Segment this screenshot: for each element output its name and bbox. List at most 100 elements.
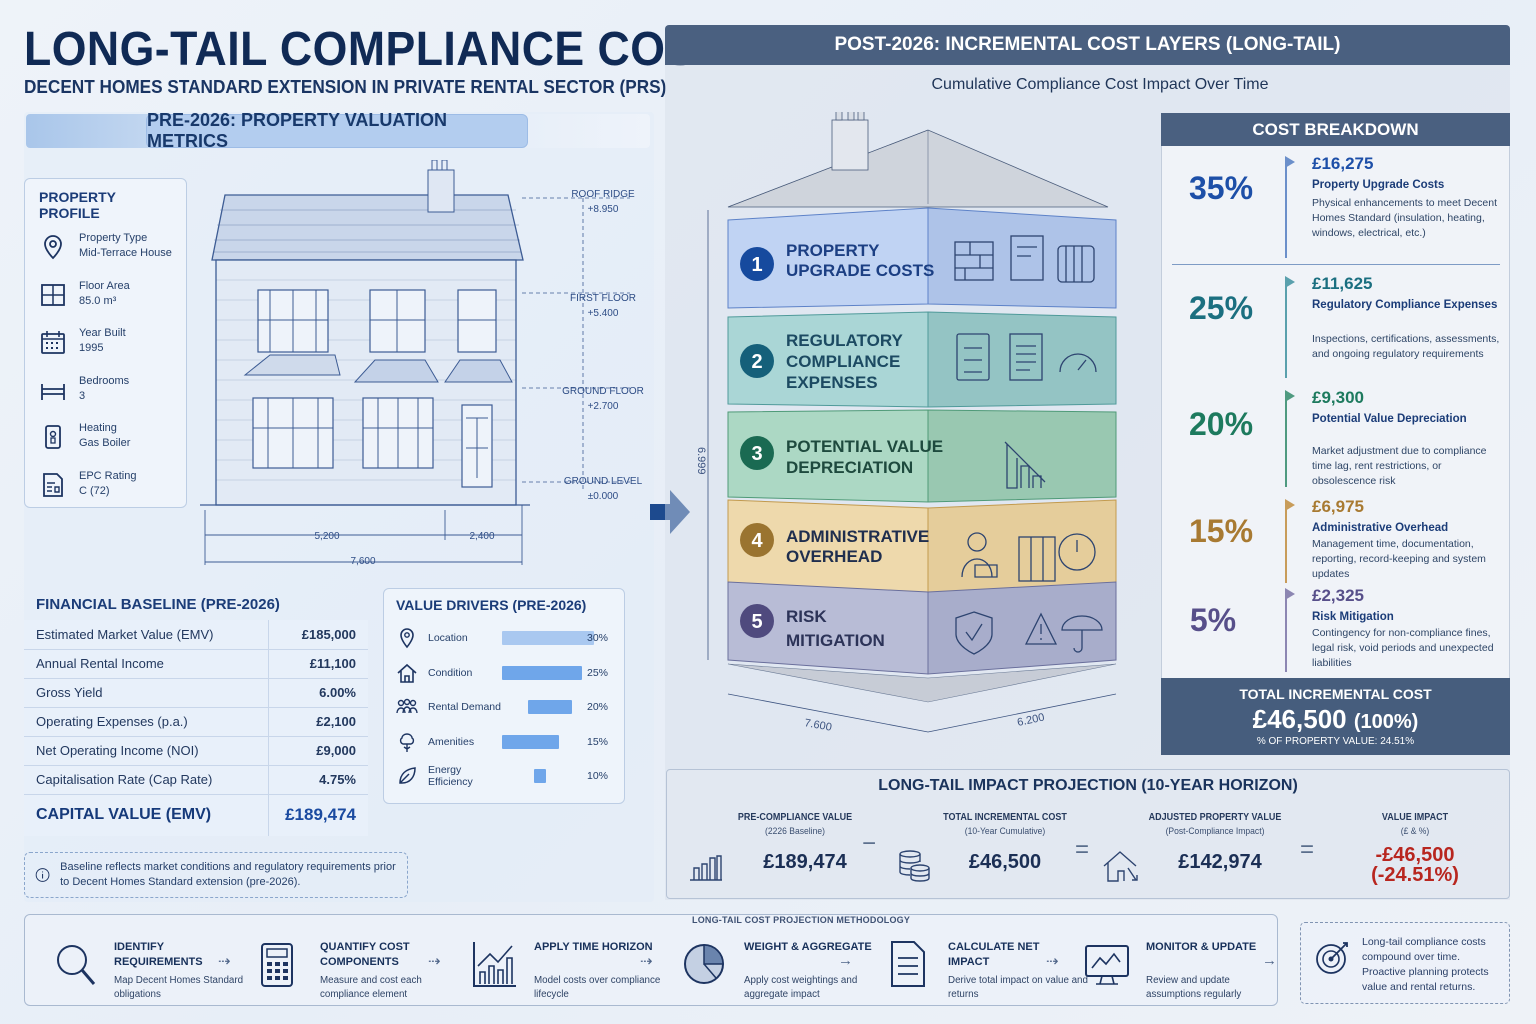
breakdown-item-risk: 5% £2,325 Risk Mitigation Contingency fo… xyxy=(1161,586,1510,674)
calculator-icon xyxy=(261,943,293,987)
svg-text:+2.700: +2.700 xyxy=(588,401,619,412)
cost-breakdown-title: COST BREAKDOWN xyxy=(1161,113,1510,146)
bricks-icon xyxy=(954,241,994,281)
bar-chart-icon xyxy=(690,855,722,881)
floor-plan-icon xyxy=(41,283,65,306)
table-row: Estimated Market Value (EMV) £185,000 xyxy=(24,620,368,650)
driver-location: Location 30% xyxy=(396,621,612,656)
umbrella-icon xyxy=(1061,615,1103,653)
page-title: LONG-TAIL COMPLIANCE COST xyxy=(24,23,724,76)
driver-rental-demand: Rental Demand 20% xyxy=(396,690,612,725)
flag-icon xyxy=(1285,588,1295,600)
baseline-note: Baseline reflects market conditions and … xyxy=(24,852,408,898)
house-elevation-blueprint: ROOF RIDGE +8.950 FIRST FLOOR +5.400 GRO… xyxy=(200,160,644,567)
transition-arrow-icon xyxy=(650,490,690,534)
breakdown-item-administrative: 15% £6,975 Administrative Overhead Manag… xyxy=(1161,497,1510,589)
document-icon xyxy=(891,941,925,987)
svg-text:ADMINISTRATIVE: ADMINISTRATIVE xyxy=(786,527,929,546)
profile-item-type: Property Type Mid-Terrace House xyxy=(39,231,172,279)
breakdown-item-regulatory: 25% £11,625 Regulatory Compliance Expens… xyxy=(1161,274,1510,378)
warning-icon xyxy=(1024,612,1058,645)
dim-total: 7,600 xyxy=(350,556,375,567)
svg-text:+5.400: +5.400 xyxy=(588,308,619,319)
page-subtitle: DECENT HOMES STANDARD EXTENSION IN PRIVA… xyxy=(24,76,667,97)
leaf-icon xyxy=(399,767,416,784)
table-row: Capitalisation Rate (Cap Rate) 4.75% xyxy=(24,765,368,795)
profile-item-epc: EPC Rating C (72) xyxy=(39,469,172,517)
svg-text:+8.950: +8.950 xyxy=(588,204,619,215)
svg-text:2: 2 xyxy=(751,351,762,373)
projection-adjusted-value: ADJUSTED PROPERTY VALUE (Post-Compliance… xyxy=(1148,812,1282,873)
svg-text:POTENTIAL VALUE: POTENTIAL VALUE xyxy=(786,437,943,456)
tree-icon xyxy=(399,733,415,752)
location-pin-icon xyxy=(400,628,414,649)
coins-icon xyxy=(899,850,930,882)
driver-condition: Condition 25% xyxy=(396,656,612,691)
profile-item-heating: Heating Gas Boiler xyxy=(39,421,172,469)
svg-text:4: 4 xyxy=(751,530,763,552)
profile-item-bedrooms: Bedrooms 3 xyxy=(39,374,172,422)
drivers-title: VALUE DRIVERS (PRE-2026) xyxy=(396,597,587,613)
clipboard-doc-icon xyxy=(1009,333,1043,381)
breakdown-item-depreciation: 20% £9,300 Potential Value Depreciation … xyxy=(1188,388,1487,487)
checklist-icon xyxy=(956,333,990,381)
clock-icon xyxy=(1058,533,1096,571)
arrow-icon: → xyxy=(838,952,853,969)
flag-icon xyxy=(1285,499,1295,511)
methodology-strip xyxy=(24,914,1278,1006)
svg-text:DEPRECIATION: DEPRECIATION xyxy=(786,458,913,477)
projection-title: LONG-TAIL IMPACT PROJECTION (10-YEAR HOR… xyxy=(878,777,1298,794)
svg-text:1: 1 xyxy=(751,254,762,276)
svg-text:COMPLIANCE: COMPLIANCE xyxy=(786,352,900,371)
target-icon xyxy=(1316,942,1348,974)
location-pin-icon xyxy=(44,235,62,260)
capital-value-row: CAPITAL VALUE (EMV) £189,474 xyxy=(24,794,368,836)
shield-check-icon xyxy=(955,611,993,655)
financial-title: FINANCIAL BASELINE (PRE-2026) xyxy=(36,596,280,613)
binders-icon xyxy=(1018,536,1056,582)
arrow-icon: ⇢ xyxy=(218,953,231,970)
svg-text:5: 5 xyxy=(751,611,762,633)
svg-text:REGULATORY: REGULATORY xyxy=(786,331,903,350)
equals-operator: = xyxy=(1300,836,1315,863)
radiator-icon xyxy=(1057,245,1095,283)
boiler-icon xyxy=(45,425,61,449)
svg-text:RISK: RISK xyxy=(786,607,827,626)
profile-item-year: Year Built 1995 xyxy=(39,326,172,374)
total-incremental-cost: TOTAL INCREMENTAL COST £46,500 (100%) % … xyxy=(1161,678,1510,755)
driver-energy-efficiency: Energy Efficiency 10% xyxy=(396,759,612,794)
svg-text:PROPERTY: PROPERTY xyxy=(786,241,880,260)
layer-2-regulatory xyxy=(727,311,1117,408)
calendar-icon xyxy=(41,331,65,354)
level-ground-level: GROUND LEVEL xyxy=(564,476,643,487)
magnifier-icon xyxy=(57,945,96,985)
pie-chart-icon xyxy=(684,944,724,984)
financial-baseline-table: FINANCIAL BASELINE (PRE-2026) Estimated … xyxy=(24,588,368,838)
gauge-icon xyxy=(1059,353,1097,373)
growth-chart-icon xyxy=(473,942,516,987)
table-row: Net Operating Income (NOI) £9,000 xyxy=(24,736,368,766)
house-icon xyxy=(397,663,417,683)
methodology-label: LONG-TAIL COST PROJECTION METHODOLOGY xyxy=(692,915,911,925)
property-profile-card: PROPERTY PROFILE Property Type Mid-Terrac… xyxy=(24,178,187,508)
impact-projection-card xyxy=(666,769,1510,899)
breakdown-item-upgrade: 35% £16,275 Property Upgrade Costs Physi… xyxy=(1161,154,1510,264)
projection-value-impact: VALUE IMPACT (£ & %) -£46,500 (-24.51%) xyxy=(1371,812,1459,886)
projection-pre-compliance: PRE-COMPLIANCE VALUE (2226 Baseline) £18… xyxy=(737,812,853,873)
bed-icon xyxy=(41,383,65,400)
post-2026-section-title: POST-2026: INCREMENTAL COST LAYERS (LONG… xyxy=(665,25,1510,65)
declining-chart-icon xyxy=(1004,441,1046,489)
cost-breakdown-card xyxy=(1161,113,1510,755)
dim-depth: 6.200 xyxy=(1016,711,1045,728)
svg-text:OVERHEAD: OVERHEAD xyxy=(786,547,882,566)
flag-icon xyxy=(1285,156,1295,168)
cost-layers-stack: 1 PROPERTY UPGRADE COSTS 2 REGULATORY CO… xyxy=(695,112,1117,734)
pre-2026-section-title: PRE-2026: PROPERTY VALUATION METRICS xyxy=(146,110,528,151)
level-first-floor: FIRST FLOOR xyxy=(570,293,636,304)
minus-operator: − xyxy=(862,830,877,857)
dim-height: 6.999 xyxy=(695,447,707,475)
profile-item-floor-area: Floor Area 85.0 m³ xyxy=(39,279,172,327)
flag-icon xyxy=(1285,390,1295,402)
driver-amenities: Amenities 15% xyxy=(396,725,612,760)
house-down-icon xyxy=(1103,851,1138,882)
